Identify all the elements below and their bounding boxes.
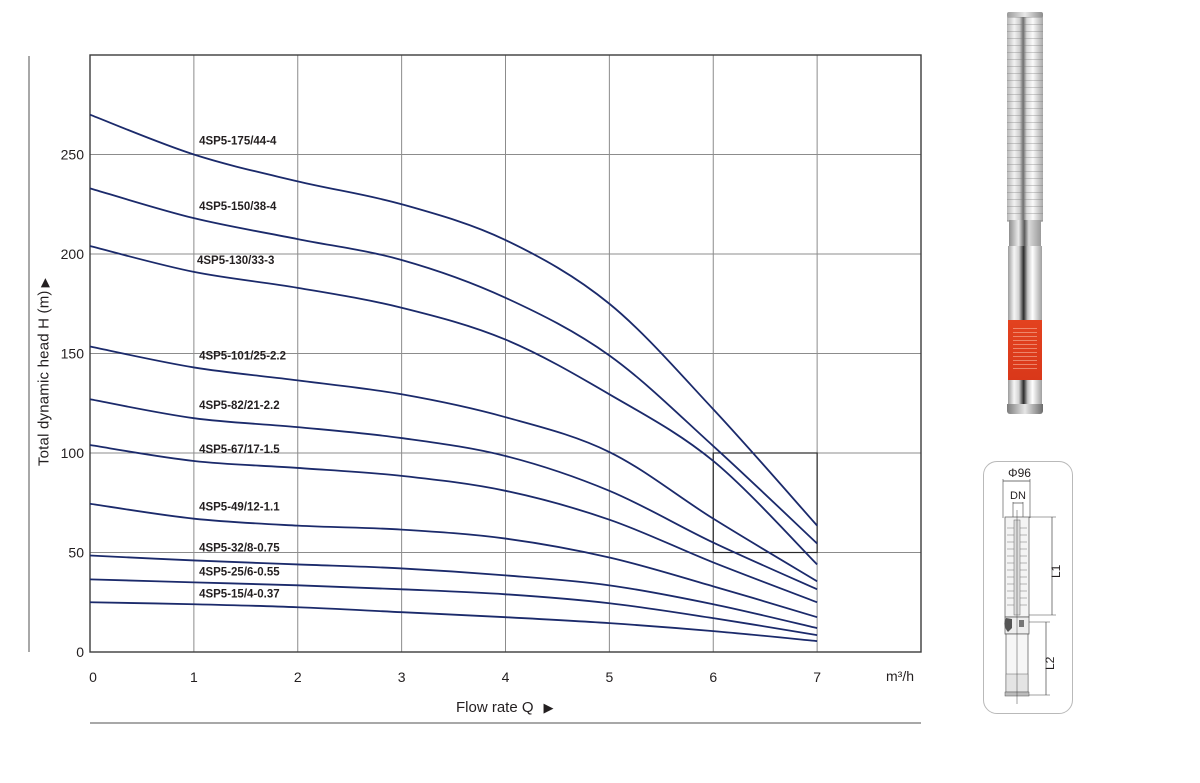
- x-tick-label: 5: [605, 669, 613, 685]
- pump-label-sticker: [1008, 320, 1042, 380]
- curve-label: 4SP5-101/25-2.2: [199, 350, 286, 362]
- up-arrow-icon: ▶: [37, 277, 52, 288]
- pump-performance-chart: 0 50 100 150 200 250 0 1 2 3 4 5 6 7 4SP5-175/44-4 4SP5…: [61, 54, 922, 685]
- curve-label: 4SP5-25/6-0.55: [199, 566, 280, 578]
- curve-label: 4SP5-15/4-0.37: [199, 588, 280, 600]
- y-tick-label: 200: [61, 246, 85, 262]
- pump-outlet-cap: [1007, 12, 1043, 18]
- bottom-decorative-rule: [90, 722, 921, 724]
- pump-base: [1007, 404, 1043, 414]
- x-axis-unit: m³/h: [886, 668, 914, 684]
- performance-curve: [89, 113, 818, 527]
- x-tick-label: 6: [709, 669, 717, 685]
- performance-curve: [89, 554, 818, 629]
- outlet-label: DN: [1010, 490, 1026, 502]
- dimension-drawing: Φ96 DN: [983, 461, 1073, 714]
- y-axis-label: Total dynamic head H (m)▶: [35, 277, 53, 467]
- x-tick-label: 7: [813, 669, 821, 685]
- y-tick-label: 150: [61, 346, 85, 362]
- performance-curve: [89, 245, 818, 566]
- x-tick-label: 1: [190, 669, 198, 685]
- curve-label: 4SP5-150/38-4: [199, 201, 277, 213]
- y-tick-label: 100: [61, 445, 85, 461]
- length2-label: L2: [1043, 656, 1057, 670]
- performance-curve: [89, 398, 818, 591]
- curve-label: 4SP5-32/8-0.75: [199, 542, 280, 554]
- diameter-label: Φ96: [1008, 466, 1031, 480]
- left-decorative-rule: [28, 56, 30, 652]
- right-arrow-icon: ▶: [543, 700, 554, 715]
- pump-stages: [1007, 17, 1043, 222]
- x-tick-label: 2: [294, 669, 302, 685]
- performance-curve: [89, 601, 818, 642]
- highlight-box: [712, 452, 818, 554]
- curve-label: 4SP5-130/33-3: [197, 255, 274, 267]
- length1-label: L1: [1049, 564, 1063, 578]
- curve-label: 4SP5-49/12-1.1: [199, 502, 280, 514]
- x-tick-label: 0: [89, 669, 97, 685]
- pump-bracket: [1009, 220, 1041, 248]
- curve-label: 4SP5-175/44-4: [199, 136, 277, 148]
- performance-curve: [89, 345, 818, 583]
- performance-curve: [89, 578, 818, 636]
- x-tick-label: 4: [502, 669, 510, 685]
- y-tick-label: 250: [61, 147, 85, 163]
- x-tick-label: 3: [398, 669, 406, 685]
- y-tick-label: 50: [68, 545, 84, 561]
- plot-frame: [89, 54, 922, 653]
- x-axis-label: Flow rate Q ▶: [456, 699, 554, 716]
- performance-curve: [89, 444, 818, 604]
- performance-curve: [89, 502, 818, 619]
- y-tick-label: 0: [76, 644, 84, 660]
- submersible-pump-photo: [1005, 12, 1045, 417]
- performance-curve: [89, 187, 818, 545]
- curve-label: 4SP5-67/17-1.5: [199, 444, 280, 456]
- curve-label: 4SP5-82/21-2.2: [199, 400, 280, 412]
